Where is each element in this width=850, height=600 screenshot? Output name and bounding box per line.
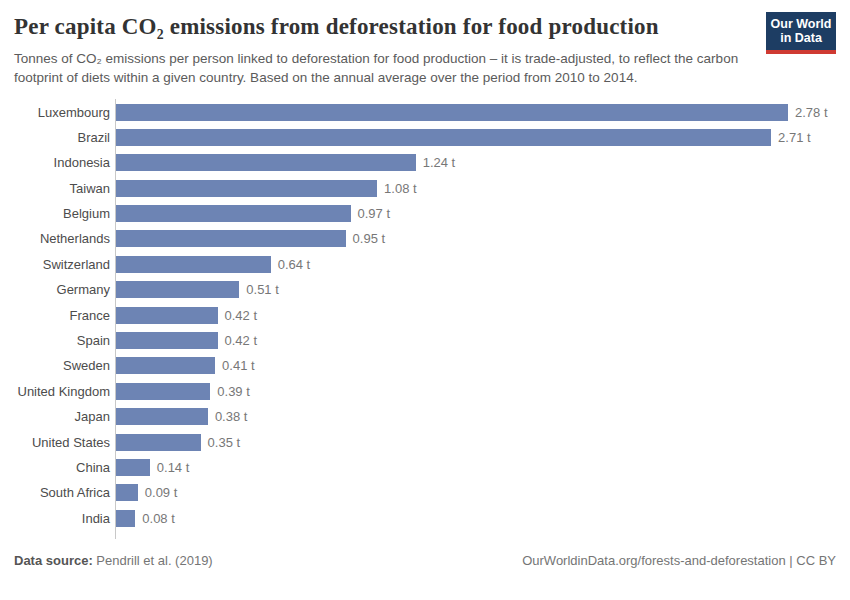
value-label: 0.64 t: [278, 257, 311, 272]
chart-row: Taiwan 1.08 t: [14, 175, 836, 200]
category-label: United Kingdom: [14, 384, 110, 399]
value-label: 1.08 t: [384, 181, 417, 196]
data-source: Data source: Pendrill et al. (2019): [14, 553, 213, 568]
category-label: Germany: [14, 282, 110, 297]
category-label: Spain: [14, 333, 110, 348]
chart-row: Spain 0.42 t: [14, 328, 836, 353]
chart-row: Japan 0.38 t: [14, 404, 836, 429]
category-label: Sweden: [14, 358, 110, 373]
value-label: 0.09 t: [145, 485, 178, 500]
page-title: Per capita CO₂ emissions from deforestat…: [14, 14, 754, 40]
bar[interactable]: [116, 408, 208, 425]
bar[interactable]: [116, 434, 201, 451]
category-label: Switzerland: [14, 257, 110, 272]
bar[interactable]: [116, 104, 788, 121]
bar[interactable]: [116, 129, 771, 146]
footer: Data source: Pendrill et al. (2019) OurW…: [14, 553, 836, 568]
chart-row: United Kingdom 0.39 t: [14, 379, 836, 404]
value-label: 1.24 t: [423, 155, 456, 170]
bar[interactable]: [116, 205, 351, 222]
data-source-value: Pendrill et al. (2019): [93, 553, 213, 568]
header-text: Per capita CO₂ emissions from deforestat…: [14, 14, 754, 87]
chart-row: United States 0.35 t: [14, 429, 836, 454]
data-source-label: Data source:: [14, 553, 93, 568]
category-label: Indonesia: [14, 155, 110, 170]
value-label: 0.35 t: [208, 435, 241, 450]
chart-row: Belgium 0.97 t: [14, 201, 836, 226]
bar[interactable]: [116, 383, 210, 400]
bar[interactable]: [116, 154, 416, 171]
category-label: Japan: [14, 409, 110, 424]
value-label: 2.78 t: [795, 105, 828, 120]
chart-row: India 0.08 t: [14, 506, 836, 531]
owid-logo-line1: Our World: [766, 17, 836, 31]
value-label: 0.42 t: [225, 333, 258, 348]
bar[interactable]: [116, 459, 150, 476]
value-label: 0.39 t: [217, 384, 250, 399]
category-label: Netherlands: [14, 231, 110, 246]
chart-rows: Luxembourg 2.78 t Brazil 2.71 t Indonesia 1.2…: [14, 99, 836, 531]
chart-row: Sweden 0.41 t: [14, 353, 836, 378]
value-label: 0.08 t: [142, 511, 175, 526]
value-label: 0.14 t: [157, 460, 190, 475]
value-label: 0.97 t: [358, 206, 391, 221]
owid-logo[interactable]: Our World in Data: [766, 12, 836, 54]
bar[interactable]: [116, 180, 377, 197]
bar-chart: Luxembourg 2.78 t Brazil 2.71 t Indonesia 1.2…: [14, 99, 836, 539]
bar[interactable]: [116, 230, 346, 247]
category-label: South Africa: [14, 485, 110, 500]
category-label: France: [14, 308, 110, 323]
y-axis-line: [115, 99, 116, 539]
category-label: Taiwan: [14, 181, 110, 196]
value-label: 0.51 t: [246, 282, 279, 297]
value-label: 2.71 t: [778, 130, 811, 145]
category-label: Luxembourg: [14, 105, 110, 120]
header: Per capita CO₂ emissions from deforestat…: [14, 14, 836, 87]
category-label: India: [14, 511, 110, 526]
value-label: 0.41 t: [222, 358, 255, 373]
bar[interactable]: [116, 256, 271, 273]
chart-row: Indonesia 1.24 t: [14, 150, 836, 175]
value-label: 0.42 t: [225, 308, 258, 323]
value-label: 0.38 t: [215, 409, 248, 424]
bar[interactable]: [116, 281, 239, 298]
bar[interactable]: [116, 357, 215, 374]
value-label: 0.95 t: [353, 231, 386, 246]
bar[interactable]: [116, 484, 138, 501]
bar[interactable]: [116, 307, 218, 324]
category-label: United States: [14, 435, 110, 450]
chart-page: Per capita CO₂ emissions from deforestat…: [0, 0, 850, 600]
chart-row: China 0.14 t: [14, 455, 836, 480]
owid-logo-line2: in Data: [766, 31, 836, 45]
chart-row: Switzerland 0.64 t: [14, 252, 836, 277]
bar[interactable]: [116, 332, 218, 349]
chart-row: South Africa 0.09 t: [14, 480, 836, 505]
category-label: China: [14, 460, 110, 475]
category-label: Brazil: [14, 130, 110, 145]
chart-row: Brazil 2.71 t: [14, 125, 836, 150]
chart-row: France 0.42 t: [14, 302, 836, 327]
chart-row: Germany 0.51 t: [14, 277, 836, 302]
chart-row: Luxembourg 2.78 t: [14, 99, 836, 124]
bar[interactable]: [116, 510, 135, 527]
category-label: Belgium: [14, 206, 110, 221]
chart-row: Netherlands 0.95 t: [14, 226, 836, 251]
license-link: OurWorldinData.org/forests-and-deforesta…: [522, 553, 836, 568]
chart-subtitle: Tonnes of CO₂ emissions per person linke…: [14, 49, 754, 87]
